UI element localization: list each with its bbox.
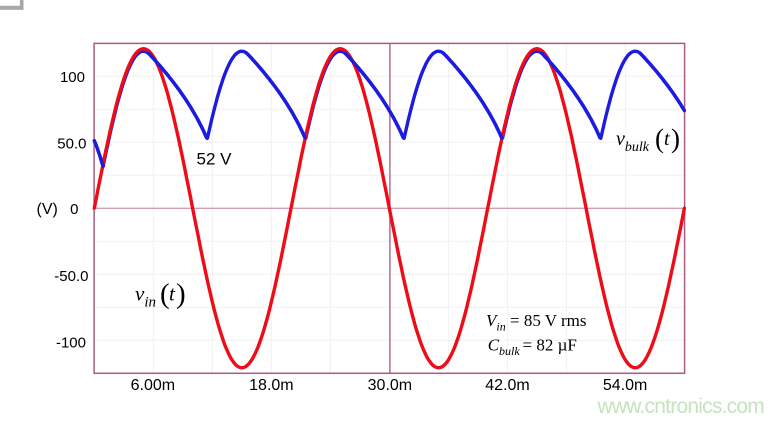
svg-text:54.0m: 54.0m [603,377,647,394]
svg-text:100: 100 [60,69,85,86]
svg-text:-100: -100 [56,335,86,352]
svg-text:30.0m: 30.0m [368,377,412,394]
svg-text:= 82 µF: = 82 µF [523,336,577,355]
svg-text:www.cntronics.com: www.cntronics.com [597,395,765,418]
svg-text:): ) [176,278,186,310]
svg-text:t: t [169,282,176,306]
svg-text:50.0: 50.0 [57,136,86,153]
svg-text:= 85 V rms: = 85 V rms [510,311,587,330]
svg-text:-50.0: -50.0 [54,268,88,285]
svg-text:): ) [671,124,680,154]
svg-text:18.0m: 18.0m [249,377,293,394]
svg-text:42.0m: 42.0m [485,377,529,394]
svg-text:(V): (V) [37,201,58,218]
svg-text:t: t [664,128,670,150]
svg-text:0: 0 [70,201,78,218]
svg-text:(: ( [160,278,170,310]
svg-text:52 V: 52 V [197,149,233,168]
svg-text:(: ( [655,124,664,154]
svg-text:6.00m: 6.00m [131,377,175,394]
